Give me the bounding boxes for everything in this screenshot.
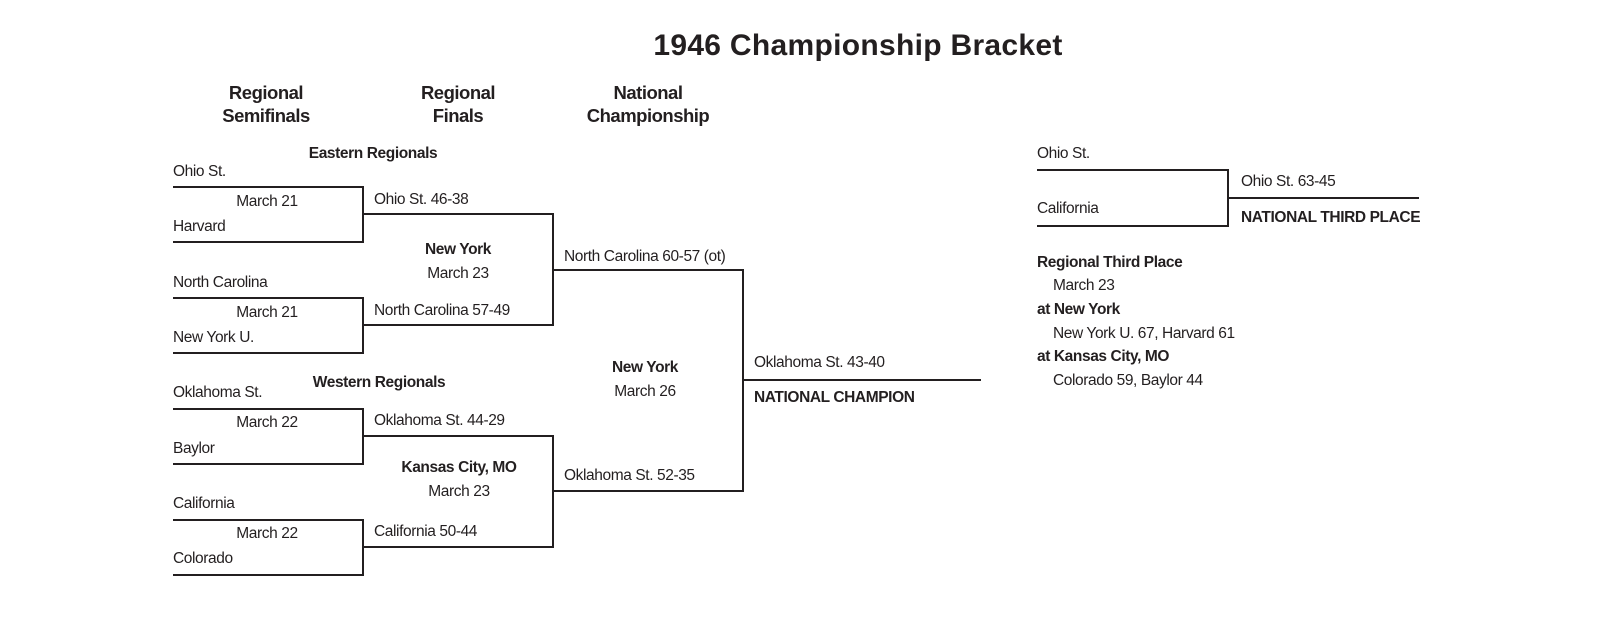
game-date: March 22 (236, 414, 298, 431)
game-result: North Carolina 57-49 (374, 302, 510, 319)
game-date: March 21 (236, 193, 298, 210)
game-result: California 50-44 (374, 523, 478, 540)
round-header-regional-semifinals: Regional Semifinals (222, 82, 310, 126)
team-name: California (173, 495, 235, 512)
game-site: New York (424, 241, 492, 258)
national-champion-label: NATIONAL CHAMPION (754, 389, 915, 406)
game-date: March 21 (236, 304, 298, 321)
championship-result: Oklahoma St. 43-40 (754, 354, 885, 371)
western-regionals-label: Western Regionals (312, 374, 446, 391)
regional-third-heading: Regional Third Place (1037, 254, 1183, 271)
game-site: at New York (1037, 301, 1120, 318)
national-third-place-label: NATIONAL THIRD PLACE (1241, 209, 1421, 226)
game-site: New York (611, 359, 679, 376)
team-name: New York U. (173, 329, 254, 346)
game-site: at Kansas City, MO (1037, 348, 1170, 365)
game-result: Colorado 59, Baylor 44 (1053, 372, 1203, 389)
third-place-result: Ohio St. 63-45 (1241, 173, 1336, 190)
game-date: March 23 (427, 265, 489, 282)
team-name: Colorado (173, 550, 233, 567)
team-name: North Carolina (173, 274, 268, 291)
team-name: Ohio St. (1037, 145, 1090, 162)
game-date: March 23 (1053, 277, 1115, 294)
game-result: Oklahoma St. 52-35 (564, 467, 695, 484)
round-header-regional-finals: Regional Finals (420, 82, 496, 126)
round-header-national-championship: National Championship (586, 82, 710, 126)
game-date: March 26 (614, 383, 676, 400)
team-name: Oklahoma St. (173, 384, 263, 401)
game-result: Oklahoma St. 44-29 (374, 412, 505, 429)
team-name: Harvard (173, 218, 226, 235)
team-name: Ohio St. (173, 163, 226, 180)
eastern-regionals-label: Eastern Regionals (308, 145, 438, 162)
game-date: March 23 (428, 483, 490, 500)
team-name: Baylor (173, 440, 215, 457)
game-result: North Carolina 60-57 (ot) (564, 248, 726, 265)
team-name: California (1037, 200, 1099, 217)
game-site: Kansas City, MO (401, 459, 517, 476)
game-date: March 22 (236, 525, 298, 542)
game-result: New York U. 67, Harvard 61 (1053, 325, 1235, 342)
page-title: 1946 Championship Bracket (653, 29, 1063, 62)
game-result: Ohio St. 46-38 (374, 191, 469, 208)
